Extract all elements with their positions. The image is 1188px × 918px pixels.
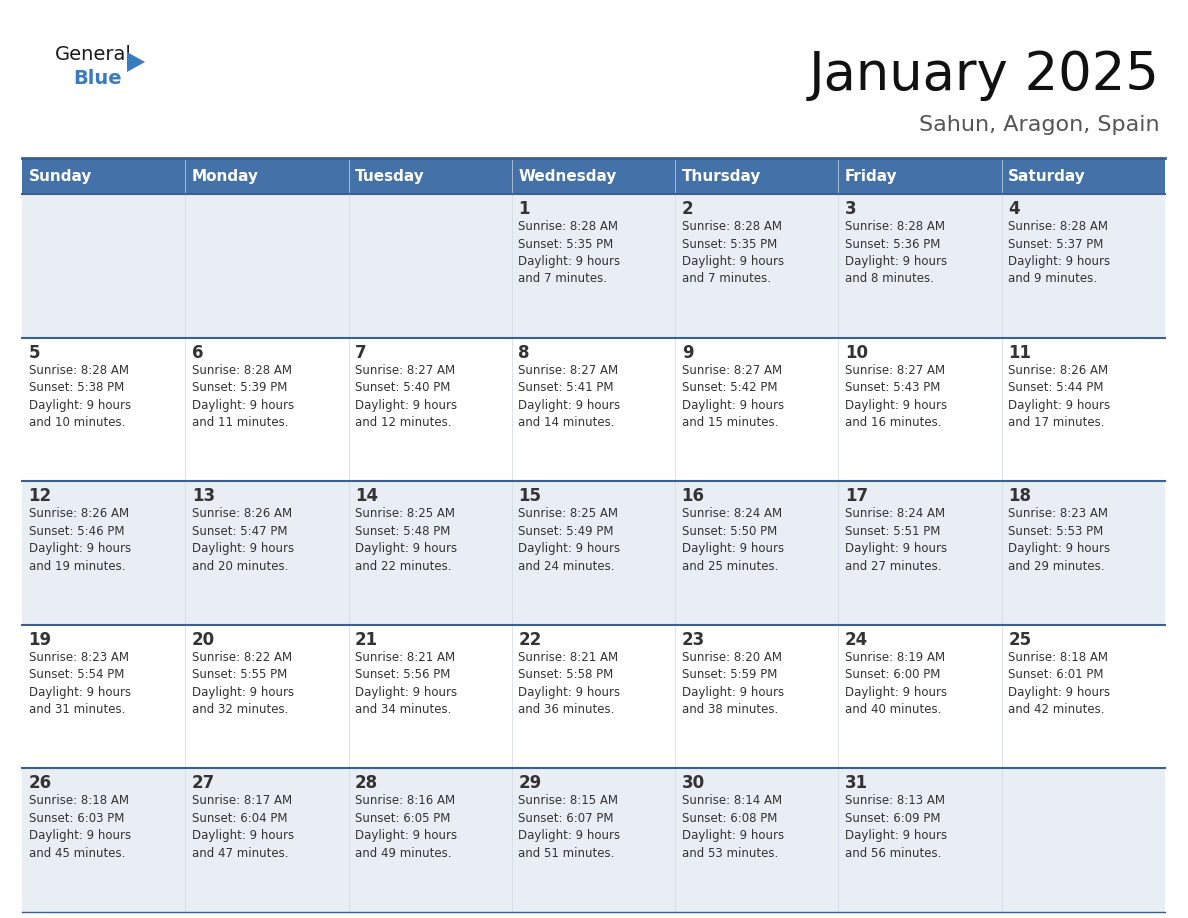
Bar	[23, 158, 1165, 194]
Text: Sunrise: 8:19 AM
Sunset: 6:00 PM
Daylight: 9 hours
and 40 minutes.: Sunrise: 8:19 AM Sunset: 6:00 PM Dayligh…	[845, 651, 947, 716]
Text: 17: 17	[845, 487, 868, 505]
Text: Sunrise: 8:18 AM
Sunset: 6:01 PM
Daylight: 9 hours
and 42 minutes.: Sunrise: 8:18 AM Sunset: 6:01 PM Dayligh…	[1009, 651, 1111, 716]
Text: Tuesday: Tuesday	[355, 169, 425, 184]
Text: Sunrise: 8:22 AM
Sunset: 5:55 PM
Daylight: 9 hours
and 32 minutes.: Sunrise: 8:22 AM Sunset: 5:55 PM Dayligh…	[191, 651, 293, 716]
Text: 10: 10	[845, 343, 868, 362]
Text: January 2025: January 2025	[809, 49, 1159, 101]
Text: 27: 27	[191, 775, 215, 792]
Text: 22: 22	[518, 631, 542, 649]
Text: Sunrise: 8:25 AM
Sunset: 5:49 PM
Daylight: 9 hours
and 24 minutes.: Sunrise: 8:25 AM Sunset: 5:49 PM Dayligh…	[518, 508, 620, 573]
Text: 2: 2	[682, 200, 694, 218]
Text: 12: 12	[29, 487, 51, 505]
Text: Sunrise: 8:28 AM
Sunset: 5:35 PM
Daylight: 9 hours
and 7 minutes.: Sunrise: 8:28 AM Sunset: 5:35 PM Dayligh…	[682, 220, 784, 285]
Text: Sunrise: 8:20 AM
Sunset: 5:59 PM
Daylight: 9 hours
and 38 minutes.: Sunrise: 8:20 AM Sunset: 5:59 PM Dayligh…	[682, 651, 784, 716]
Text: Sunrise: 8:28 AM
Sunset: 5:39 PM
Daylight: 9 hours
and 11 minutes.: Sunrise: 8:28 AM Sunset: 5:39 PM Dayligh…	[191, 364, 293, 429]
Bar	[23, 481, 1165, 625]
Text: 4: 4	[1009, 200, 1019, 218]
Text: 21: 21	[355, 631, 378, 649]
Text: Sunrise: 8:26 AM
Sunset: 5:44 PM
Daylight: 9 hours
and 17 minutes.: Sunrise: 8:26 AM Sunset: 5:44 PM Dayligh…	[1009, 364, 1111, 429]
Text: Wednesday: Wednesday	[518, 169, 617, 184]
Text: Friday: Friday	[845, 169, 898, 184]
Text: 3: 3	[845, 200, 857, 218]
Text: 8: 8	[518, 343, 530, 362]
Bar	[23, 768, 1165, 912]
Text: 6: 6	[191, 343, 203, 362]
Text: Sunrise: 8:27 AM
Sunset: 5:43 PM
Daylight: 9 hours
and 16 minutes.: Sunrise: 8:27 AM Sunset: 5:43 PM Dayligh…	[845, 364, 947, 429]
Text: Sunrise: 8:24 AM
Sunset: 5:51 PM
Daylight: 9 hours
and 27 minutes.: Sunrise: 8:24 AM Sunset: 5:51 PM Dayligh…	[845, 508, 947, 573]
Text: Sunrise: 8:17 AM
Sunset: 6:04 PM
Daylight: 9 hours
and 47 minutes.: Sunrise: 8:17 AM Sunset: 6:04 PM Dayligh…	[191, 794, 293, 860]
Text: 16: 16	[682, 487, 704, 505]
Text: Sunrise: 8:26 AM
Sunset: 5:46 PM
Daylight: 9 hours
and 19 minutes.: Sunrise: 8:26 AM Sunset: 5:46 PM Dayligh…	[29, 508, 131, 573]
Text: 29: 29	[518, 775, 542, 792]
Text: Sunrise: 8:21 AM
Sunset: 5:56 PM
Daylight: 9 hours
and 34 minutes.: Sunrise: 8:21 AM Sunset: 5:56 PM Dayligh…	[355, 651, 457, 716]
Text: Blue: Blue	[72, 69, 121, 88]
Text: Sunrise: 8:16 AM
Sunset: 6:05 PM
Daylight: 9 hours
and 49 minutes.: Sunrise: 8:16 AM Sunset: 6:05 PM Dayligh…	[355, 794, 457, 860]
Text: 7: 7	[355, 343, 367, 362]
Text: Sunrise: 8:28 AM
Sunset: 5:37 PM
Daylight: 9 hours
and 9 minutes.: Sunrise: 8:28 AM Sunset: 5:37 PM Dayligh…	[1009, 220, 1111, 285]
Text: Sunrise: 8:23 AM
Sunset: 5:54 PM
Daylight: 9 hours
and 31 minutes.: Sunrise: 8:23 AM Sunset: 5:54 PM Dayligh…	[29, 651, 131, 716]
Bar	[23, 625, 1165, 768]
Polygon shape	[127, 52, 145, 72]
Text: General: General	[55, 45, 132, 64]
Text: Sunrise: 8:28 AM
Sunset: 5:36 PM
Daylight: 9 hours
and 8 minutes.: Sunrise: 8:28 AM Sunset: 5:36 PM Dayligh…	[845, 220, 947, 285]
Text: Sunrise: 8:28 AM
Sunset: 5:38 PM
Daylight: 9 hours
and 10 minutes.: Sunrise: 8:28 AM Sunset: 5:38 PM Dayligh…	[29, 364, 131, 429]
Text: 23: 23	[682, 631, 704, 649]
Text: Sunrise: 8:15 AM
Sunset: 6:07 PM
Daylight: 9 hours
and 51 minutes.: Sunrise: 8:15 AM Sunset: 6:07 PM Dayligh…	[518, 794, 620, 860]
Text: 18: 18	[1009, 487, 1031, 505]
Text: 25: 25	[1009, 631, 1031, 649]
Text: Sunrise: 8:25 AM
Sunset: 5:48 PM
Daylight: 9 hours
and 22 minutes.: Sunrise: 8:25 AM Sunset: 5:48 PM Dayligh…	[355, 508, 457, 573]
Text: Sahun, Aragon, Spain: Sahun, Aragon, Spain	[920, 115, 1159, 135]
Text: 15: 15	[518, 487, 542, 505]
Text: Sunrise: 8:24 AM
Sunset: 5:50 PM
Daylight: 9 hours
and 25 minutes.: Sunrise: 8:24 AM Sunset: 5:50 PM Dayligh…	[682, 508, 784, 573]
Text: 5: 5	[29, 343, 40, 362]
Text: 11: 11	[1009, 343, 1031, 362]
Text: Sunrise: 8:27 AM
Sunset: 5:41 PM
Daylight: 9 hours
and 14 minutes.: Sunrise: 8:27 AM Sunset: 5:41 PM Dayligh…	[518, 364, 620, 429]
Text: 14: 14	[355, 487, 378, 505]
Text: 9: 9	[682, 343, 694, 362]
Text: 26: 26	[29, 775, 51, 792]
Text: Sunrise: 8:13 AM
Sunset: 6:09 PM
Daylight: 9 hours
and 56 minutes.: Sunrise: 8:13 AM Sunset: 6:09 PM Dayligh…	[845, 794, 947, 860]
Text: Saturday: Saturday	[1009, 169, 1086, 184]
Text: Sunrise: 8:28 AM
Sunset: 5:35 PM
Daylight: 9 hours
and 7 minutes.: Sunrise: 8:28 AM Sunset: 5:35 PM Dayligh…	[518, 220, 620, 285]
Text: Sunrise: 8:18 AM
Sunset: 6:03 PM
Daylight: 9 hours
and 45 minutes.: Sunrise: 8:18 AM Sunset: 6:03 PM Dayligh…	[29, 794, 131, 860]
Text: Sunrise: 8:27 AM
Sunset: 5:40 PM
Daylight: 9 hours
and 12 minutes.: Sunrise: 8:27 AM Sunset: 5:40 PM Dayligh…	[355, 364, 457, 429]
Text: 1: 1	[518, 200, 530, 218]
Text: Sunday: Sunday	[29, 169, 91, 184]
Text: Sunrise: 8:21 AM
Sunset: 5:58 PM
Daylight: 9 hours
and 36 minutes.: Sunrise: 8:21 AM Sunset: 5:58 PM Dayligh…	[518, 651, 620, 716]
Text: 13: 13	[191, 487, 215, 505]
Text: 28: 28	[355, 775, 378, 792]
Text: Thursday: Thursday	[682, 169, 762, 184]
Text: 20: 20	[191, 631, 215, 649]
Text: 30: 30	[682, 775, 704, 792]
Text: Monday: Monday	[191, 169, 259, 184]
Bar	[23, 338, 1165, 481]
Text: Sunrise: 8:14 AM
Sunset: 6:08 PM
Daylight: 9 hours
and 53 minutes.: Sunrise: 8:14 AM Sunset: 6:08 PM Dayligh…	[682, 794, 784, 860]
Text: 31: 31	[845, 775, 868, 792]
Bar	[23, 194, 1165, 338]
Text: 19: 19	[29, 631, 51, 649]
Text: Sunrise: 8:27 AM
Sunset: 5:42 PM
Daylight: 9 hours
and 15 minutes.: Sunrise: 8:27 AM Sunset: 5:42 PM Dayligh…	[682, 364, 784, 429]
Text: 24: 24	[845, 631, 868, 649]
Text: Sunrise: 8:23 AM
Sunset: 5:53 PM
Daylight: 9 hours
and 29 minutes.: Sunrise: 8:23 AM Sunset: 5:53 PM Dayligh…	[1009, 508, 1111, 573]
Text: Sunrise: 8:26 AM
Sunset: 5:47 PM
Daylight: 9 hours
and 20 minutes.: Sunrise: 8:26 AM Sunset: 5:47 PM Dayligh…	[191, 508, 293, 573]
